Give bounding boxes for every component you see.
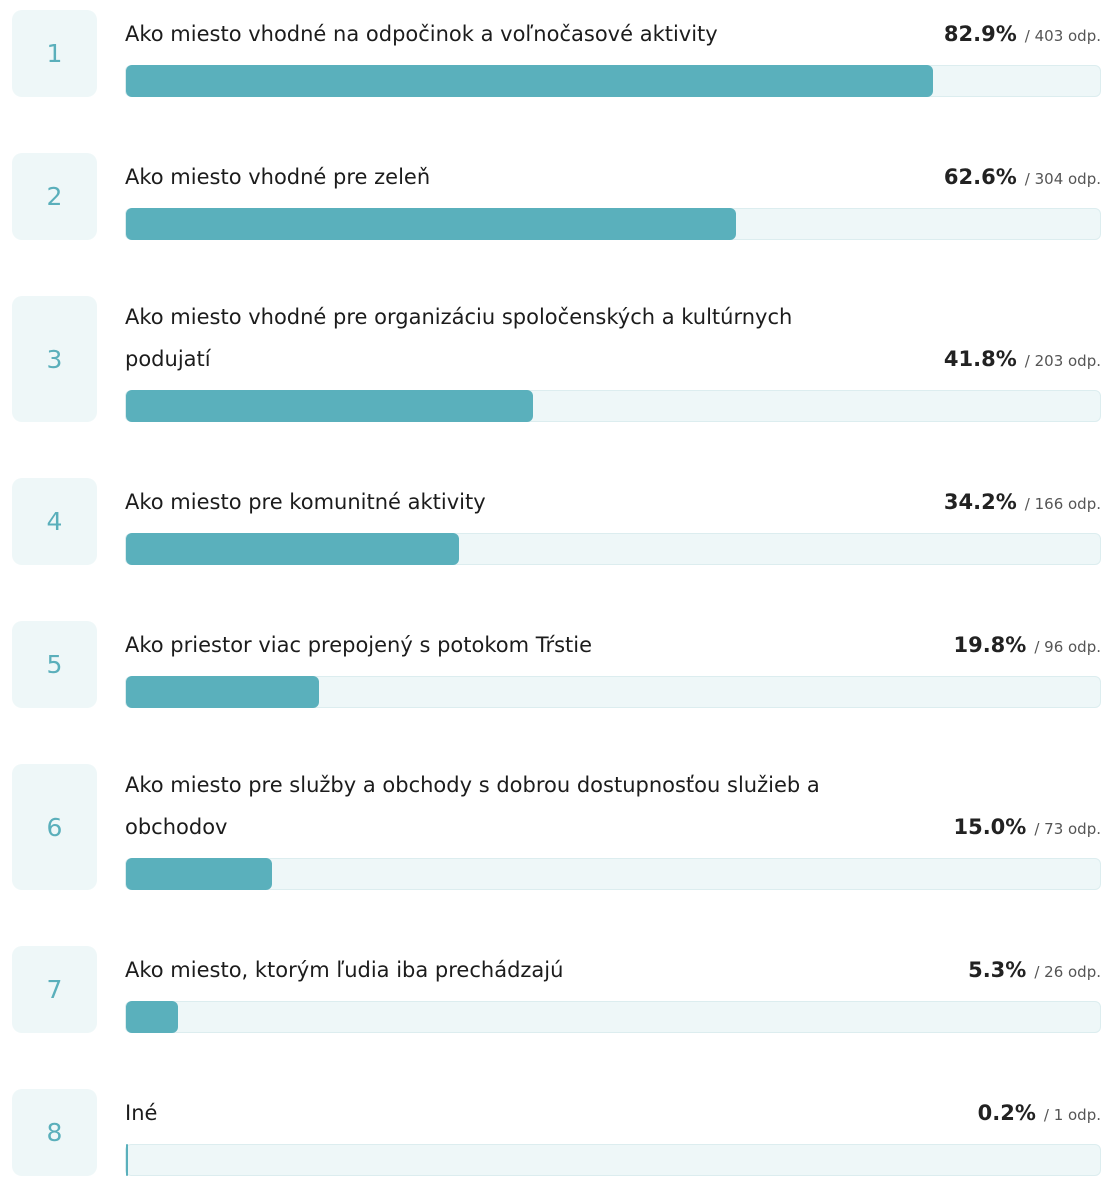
bar xyxy=(126,208,736,240)
bar-track xyxy=(125,533,1101,565)
result-row: 1 Ako miesto vhodné na odpočinok a voľnoč… xyxy=(12,10,1101,97)
row-content: Ako miesto pre komunitné aktivity 34.2% / … xyxy=(125,478,1101,565)
row-header: Ako priestor viac prepojený s potokom Tŕ… xyxy=(125,621,1101,666)
value-label: 62.6% xyxy=(943,165,1017,189)
row-header: Ako miesto pre služby a obchody s dobrou… xyxy=(125,764,1101,848)
category-label: Ako miesto pre služby a obchody s dobrou… xyxy=(125,773,820,839)
bar xyxy=(126,65,934,97)
category-label: Ako miesto pre komunitné aktivity xyxy=(125,490,486,514)
category-label: Ako miesto vhodné pre organizáciu spoloč… xyxy=(125,305,793,371)
bar-track xyxy=(125,1001,1101,1033)
row-content: Ako miesto vhodné na odpočinok a voľnoča… xyxy=(125,10,1101,97)
rank-badge: 6 xyxy=(12,764,97,890)
bar xyxy=(126,1144,128,1176)
value-label: 41.8% xyxy=(943,347,1017,371)
bar xyxy=(126,533,460,565)
row-content: Ako priestor viac prepojený s potokom Tŕ… xyxy=(125,621,1101,708)
rank-badge: 7 xyxy=(12,946,97,1033)
result-row: 6 Ako miesto pre služby a obchody s dobro… xyxy=(12,764,1101,890)
rank-badge: 3 xyxy=(12,296,97,422)
bar xyxy=(126,676,319,708)
count-label: / 403 odp. xyxy=(1024,27,1101,45)
rank-badge: 8 xyxy=(12,1089,97,1176)
value-label: 15.0% xyxy=(953,815,1027,839)
row-header: Ako miesto pre komunitné aktivity 34.2% / … xyxy=(125,478,1101,523)
row-header: Ako miesto vhodné na odpočinok a voľnoča… xyxy=(125,10,1101,55)
value-label: 19.8% xyxy=(953,633,1027,657)
result-row: 5 Ako priestor viac prepojený s potokom T… xyxy=(12,621,1101,708)
bar-track xyxy=(125,676,1101,708)
row-content: Ako miesto vhodné pre zeleň 62.6% / 304 od… xyxy=(125,153,1101,240)
category-label: Ako miesto vhodné na odpočinok a voľnoča… xyxy=(125,22,718,46)
bar-track xyxy=(125,1144,1101,1176)
row-header: Ako miesto vhodné pre zeleň 62.6% / 304 od… xyxy=(125,153,1101,198)
category-label: Ako priestor viac prepojený s potokom Tŕ… xyxy=(125,633,593,657)
result-row: 4 Ako miesto pre komunitné aktivity 34.2% /… xyxy=(12,478,1101,565)
rank-badge: 1 xyxy=(12,10,97,97)
count-label: / 1 odp. xyxy=(1043,1106,1101,1124)
count-label: / 166 odp. xyxy=(1024,495,1101,513)
rank-badge: 2 xyxy=(12,153,97,240)
value-label: 34.2% xyxy=(943,490,1017,514)
category-label: Ako miesto, ktorým ľudia iba prechádzajú xyxy=(125,958,564,982)
bar-track xyxy=(125,208,1101,240)
rank-badge: 5 xyxy=(12,621,97,708)
result-row: 8 Iné 0.2% / 1 odp. xyxy=(12,1089,1101,1176)
bar xyxy=(126,858,273,890)
row-content: Ako miesto pre služby a obchody s dobrou… xyxy=(125,764,1101,890)
row-content: Ako miesto, ktorým ľudia iba prechádzajú… xyxy=(125,946,1101,1033)
bar xyxy=(126,390,534,422)
result-row: 3 Ako miesto vhodné pre organizáciu spolo… xyxy=(12,296,1101,422)
category-label: Ako miesto vhodné pre zeleň xyxy=(125,165,431,189)
row-content: Iné 0.2% / 1 odp. xyxy=(125,1089,1101,1176)
row-content: Ako miesto vhodné pre organizáciu spoloč… xyxy=(125,296,1101,422)
rank-badge: 4 xyxy=(12,478,97,565)
bar-track xyxy=(125,65,1101,97)
value-label: 82.9% xyxy=(943,22,1017,46)
result-row: 2 Ako miesto vhodné pre zeleň 62.6% / 304 o… xyxy=(12,153,1101,240)
value-label: 0.2% xyxy=(977,1101,1036,1125)
bar xyxy=(126,1001,178,1033)
value-label: 5.3% xyxy=(968,958,1027,982)
count-label: / 73 odp. xyxy=(1034,820,1101,838)
count-label: / 26 odp. xyxy=(1034,963,1101,981)
count-label: / 203 odp. xyxy=(1024,352,1101,370)
count-label: / 304 odp. xyxy=(1024,170,1101,188)
row-header: Ako miesto vhodné pre organizáciu spoloč… xyxy=(125,296,1101,380)
bar-track xyxy=(125,390,1101,422)
category-label: Iné xyxy=(125,1101,158,1125)
row-header: Ako miesto, ktorým ľudia iba prechádzajú… xyxy=(125,946,1101,991)
bar-track xyxy=(125,858,1101,890)
count-label: / 96 odp. xyxy=(1034,638,1101,656)
row-header: Iné 0.2% / 1 odp. xyxy=(125,1089,1101,1134)
result-row: 7 Ako miesto, ktorým ľudia iba prechádzaj… xyxy=(12,946,1101,1033)
